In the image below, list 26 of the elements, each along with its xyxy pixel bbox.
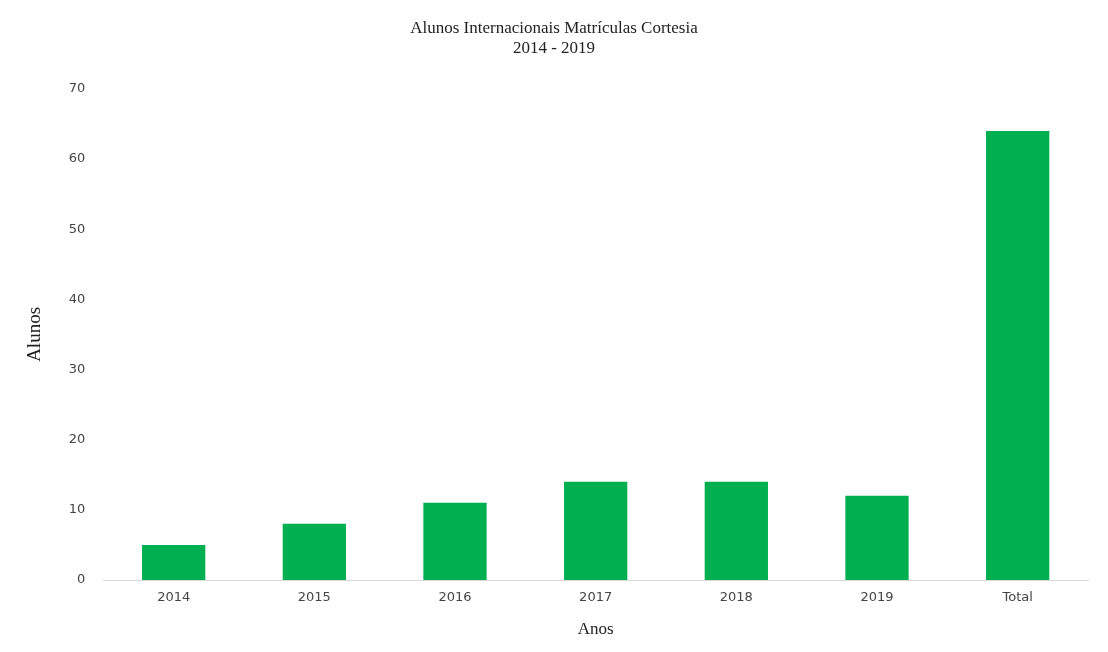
bar [282,523,346,580]
bar [564,481,628,580]
x-tick-label: Total [1001,589,1033,605]
y-tick-label: 50 [68,220,86,236]
bar [423,502,487,580]
bar [986,130,1050,580]
chart-subtitle: 2014 - 2019 [512,38,596,58]
chart-title: Alunos Internacionais Matrículas Cortesia [410,17,699,37]
bar [142,544,206,580]
x-tick-label: 2019 [860,589,894,605]
y-tick-label: 70 [68,80,86,96]
y-tick-label: 20 [68,431,86,447]
x-tick-label: 2014 [157,589,191,605]
bar [845,495,909,580]
x-axis-title: Anos [577,619,614,639]
bar [704,481,768,580]
y-tick-label: 10 [68,501,86,517]
y-tick-label: 0 [77,571,86,587]
x-tick-label: 2018 [719,589,753,605]
y-tick-label: 60 [68,150,86,166]
x-tick-label: 2017 [579,589,613,605]
x-tick-label: 2016 [438,589,472,605]
y-tick-label: 40 [68,290,86,306]
y-tick-label: 30 [68,360,86,376]
y-axis-title: Alunos [23,306,45,362]
x-tick-label: 2015 [297,589,331,605]
